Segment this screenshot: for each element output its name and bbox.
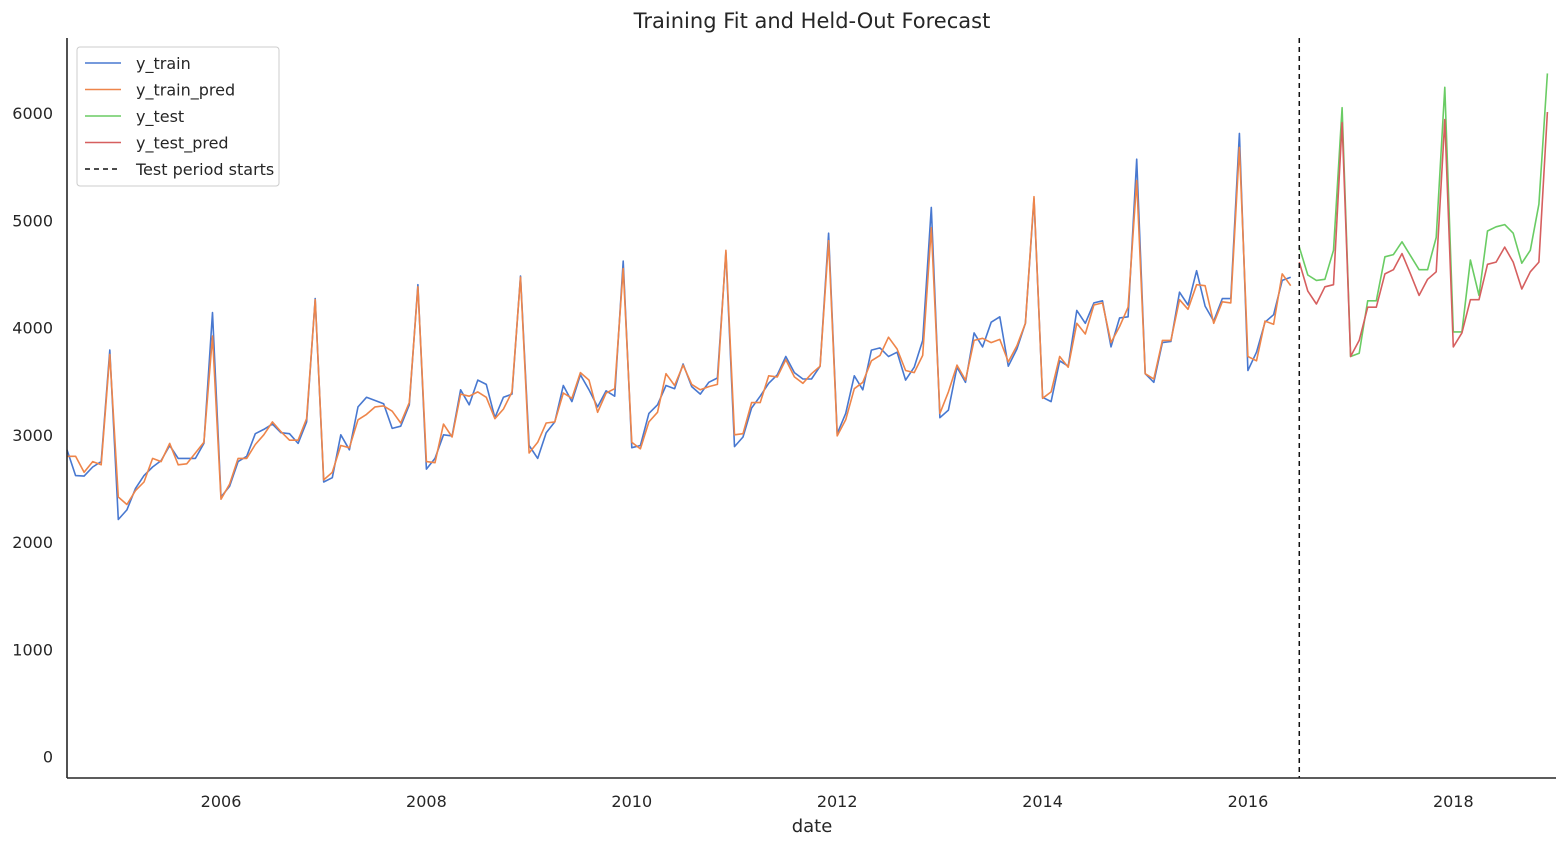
x-tick-label: 2012 bbox=[817, 792, 858, 811]
x-tick-label: 2014 bbox=[1022, 792, 1063, 811]
y-tick-label: 2000 bbox=[12, 533, 53, 552]
legend-label: y_train bbox=[136, 54, 191, 74]
legend-label: y_train_pred bbox=[136, 81, 235, 101]
x-axis-label: date bbox=[792, 816, 833, 837]
y-tick-label: 1000 bbox=[12, 640, 53, 659]
x-tick-label: 2016 bbox=[1228, 792, 1269, 811]
x-tick-label: 2006 bbox=[201, 792, 242, 811]
legend-label: y_test bbox=[136, 107, 184, 127]
x-tick-label: 2018 bbox=[1433, 792, 1474, 811]
y-tick-label: 0 bbox=[43, 748, 53, 767]
y-tick-label: 6000 bbox=[12, 104, 53, 123]
y-tick-label: 5000 bbox=[12, 211, 53, 230]
legend-box bbox=[76, 46, 280, 187]
ticks-layer: 0 1000 2000 3000 4000 5000 6000 2006 2008 2010 201… bbox=[12, 104, 1473, 811]
y-tick-label: 4000 bbox=[12, 319, 53, 338]
x-tick-label: 2010 bbox=[611, 792, 652, 811]
chart-title: Training Fit and Held-Out Forecast bbox=[633, 9, 991, 33]
x-tick-label: 2008 bbox=[406, 792, 447, 811]
y-tick-label: 3000 bbox=[12, 426, 53, 445]
legend: y_train y_train_pred y_test y_test_pred Test… bbox=[76, 46, 280, 187]
legend-label: Test period starts bbox=[135, 160, 274, 179]
series-line-y-test-pred bbox=[1298, 111, 1549, 358]
series-line-y-train-pred bbox=[67, 146, 1292, 506]
series-layer bbox=[66, 73, 1549, 521]
series-line-y-test bbox=[1298, 73, 1549, 358]
legend-label: y_test_pred bbox=[136, 134, 229, 154]
axes-layer bbox=[66, 38, 1556, 779]
